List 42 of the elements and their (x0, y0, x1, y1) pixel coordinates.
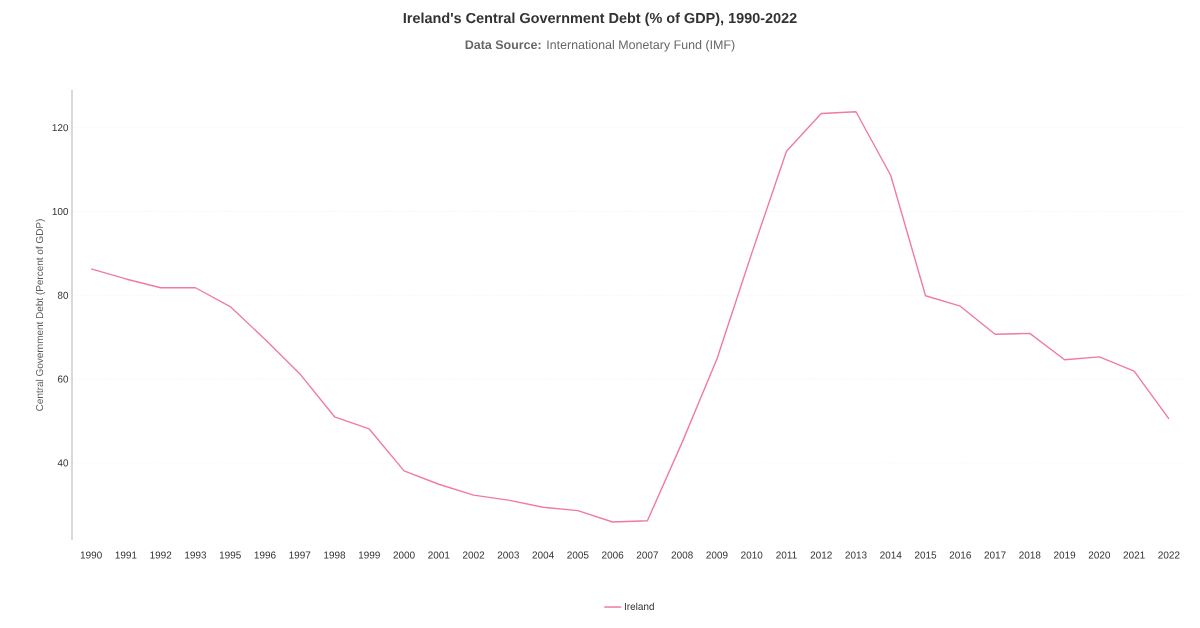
x-tick-label: 2010 (741, 551, 763, 559)
y-tick-label: 60 (57, 375, 69, 383)
x-tick-label: 2008 (671, 551, 693, 559)
x-tick-label: 2018 (1019, 551, 1041, 559)
legend-label: Ireland (624, 602, 654, 610)
y-tick-label: 40 (57, 459, 69, 467)
x-tick-label: 2015 (914, 551, 937, 559)
x-tick-label: 2009 (706, 551, 728, 559)
x-tick-label: 2007 (636, 551, 658, 559)
x-tick-label: 1993 (185, 551, 207, 559)
x-tick-label: 2012 (810, 551, 832, 559)
x-tick-label: 1991 (115, 551, 137, 559)
x-tick-label: 2002 (462, 551, 485, 559)
x-tick-label: 2022 (1158, 551, 1180, 559)
x-tick-label: 2005 (567, 551, 589, 559)
x-tick-label: 1998 (324, 551, 346, 559)
chart-title: Ireland's Central Government Debt (% of GDP), 1990-2022 (403, 12, 797, 26)
x-tick-label: 2019 (1054, 551, 1076, 559)
x-tick-label: 1997 (289, 551, 311, 559)
chart-subtitle: Data Source: International Monetary Fund (IMF) (465, 39, 735, 52)
x-tick-label: 2014 (880, 551, 902, 559)
y-tick-label: 100 (52, 207, 69, 216)
x-tick-label: 2016 (949, 551, 971, 559)
x-tick-label: 2000 (393, 551, 415, 559)
x-tick-label: 2011 (776, 551, 797, 559)
y-tick-label: 120 (52, 124, 69, 132)
x-tick-label: 1990 (80, 551, 102, 559)
x-tick-label: 2013 (845, 551, 867, 559)
x-tick-label: 1999 (358, 551, 380, 559)
x-tick-label: 2003 (497, 551, 519, 559)
x-tick-label: 2001 (428, 551, 450, 559)
x-tick-label: 1992 (150, 551, 172, 559)
x-tick-label: 2006 (602, 551, 624, 559)
line-series (90, 111, 1170, 523)
x-tick-label: 2020 (1088, 551, 1111, 559)
x-tick-label: 2017 (984, 551, 1006, 559)
y-axis-title: Central Government Debt (Percent of GDP) (35, 219, 46, 411)
x-tick-label: 1996 (254, 551, 276, 559)
y-tick-label: 80 (57, 291, 69, 299)
x-tick-label: 2004 (532, 551, 554, 559)
x-tick-label: 2021 (1123, 551, 1145, 559)
x-tick-label: 1995 (219, 551, 241, 559)
